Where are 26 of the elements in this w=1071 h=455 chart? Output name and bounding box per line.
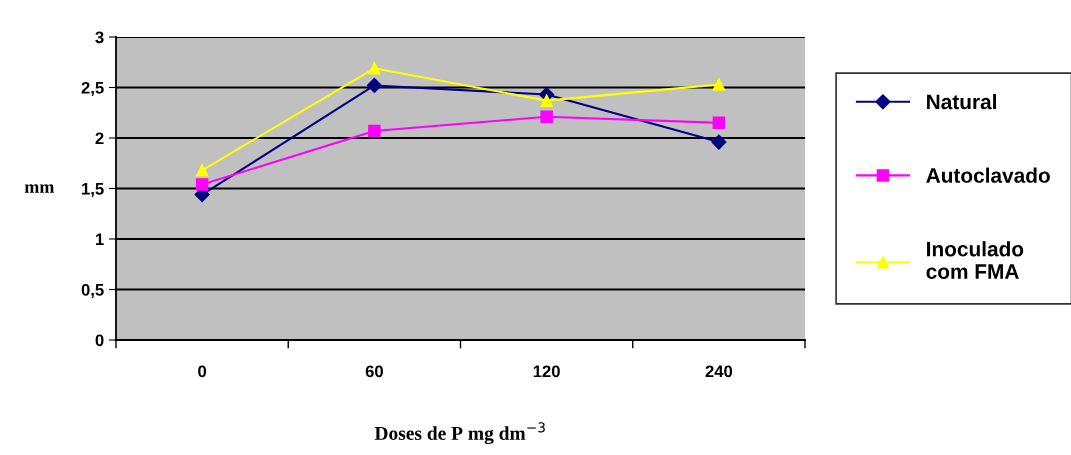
x-tick-label: 0 bbox=[198, 365, 207, 378]
point bbox=[195, 178, 209, 191]
y-tick-label: 1 bbox=[95, 233, 104, 246]
point bbox=[366, 77, 382, 94]
point bbox=[195, 164, 209, 177]
x-tick-label: 120 bbox=[533, 365, 560, 378]
legend-label: Natural bbox=[927, 93, 996, 110]
point bbox=[712, 78, 726, 91]
y-tick-label: 0 bbox=[95, 334, 104, 347]
point bbox=[368, 124, 381, 138]
point bbox=[540, 94, 553, 107]
y-tick-label: 2 bbox=[95, 132, 104, 145]
point bbox=[712, 116, 726, 130]
y-axis-title: mm bbox=[24, 184, 55, 193]
legend-label: Inoculado com FMA bbox=[926, 241, 1024, 279]
y-tick-label: 3 bbox=[95, 31, 104, 44]
point bbox=[368, 62, 381, 75]
x-tick-label: 240 bbox=[705, 365, 733, 378]
y-tick-label: 1,5 bbox=[82, 183, 104, 198]
legend-label: Autoclavado bbox=[926, 167, 1050, 183]
y-tick-label: 2,5 bbox=[81, 81, 104, 97]
x-axis-title: Doses de P mg dm$^{−3}$ bbox=[374, 422, 545, 445]
point bbox=[711, 134, 727, 150]
x-tick-label: 60 bbox=[365, 365, 383, 378]
y-tick-label: 0,5 bbox=[81, 283, 104, 299]
point bbox=[540, 110, 553, 124]
